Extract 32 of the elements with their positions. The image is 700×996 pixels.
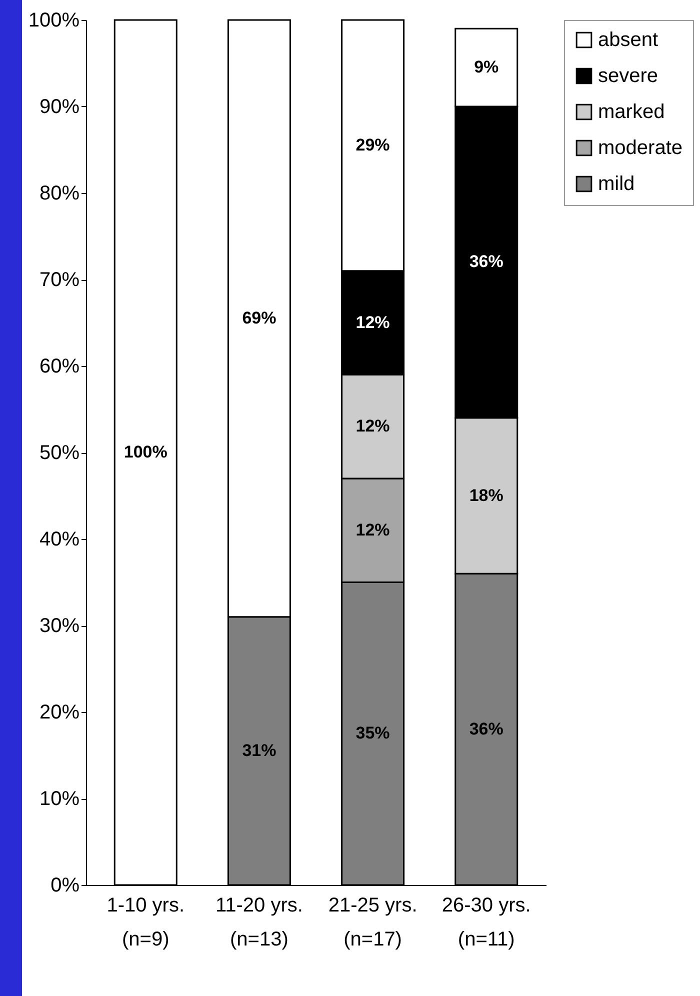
data-label: 69% [242, 308, 276, 328]
y-tick-label: 90% [39, 96, 80, 118]
y-tick-label: 20% [39, 702, 80, 724]
legend-label: moderate [598, 137, 682, 159]
legend-label: severe [598, 65, 658, 87]
legend-label: marked [598, 101, 665, 123]
y-tick-label: 100% [28, 10, 80, 32]
data-label: 36% [469, 252, 504, 272]
y-tick-label: 30% [39, 615, 80, 637]
legend-label: absent [598, 29, 658, 51]
x-tick-label: 26-30 yrs. (n=11) [442, 894, 531, 950]
y-tick-label: 50% [39, 442, 80, 464]
y-tick-label: 70% [39, 269, 80, 291]
y-tick-label: 60% [39, 356, 80, 378]
data-label: 12% [356, 416, 390, 436]
x-tick-label: 21-25 yrs. (n=17) [328, 894, 418, 950]
x-tick-label: 1-10 yrs. (n=9) [106, 894, 185, 950]
data-label: 100% [124, 442, 168, 462]
y-tick-label: 80% [39, 182, 80, 204]
data-label: 29% [356, 135, 390, 154]
data-label: 9% [474, 58, 499, 77]
y-tick-label: 0% [50, 874, 80, 896]
data-label: 31% [242, 740, 276, 760]
y-tick-label: 10% [39, 788, 80, 810]
data-label: 35% [356, 724, 390, 743]
data-label: 36% [469, 719, 504, 738]
x-tick-label: 11-20 yrs. (n=13) [215, 894, 303, 950]
data-label: 18% [469, 486, 504, 505]
y-tick-label: 40% [39, 528, 80, 550]
legend-label: mild [598, 173, 635, 195]
data-label: 12% [356, 520, 390, 540]
data-label: 12% [356, 312, 390, 332]
